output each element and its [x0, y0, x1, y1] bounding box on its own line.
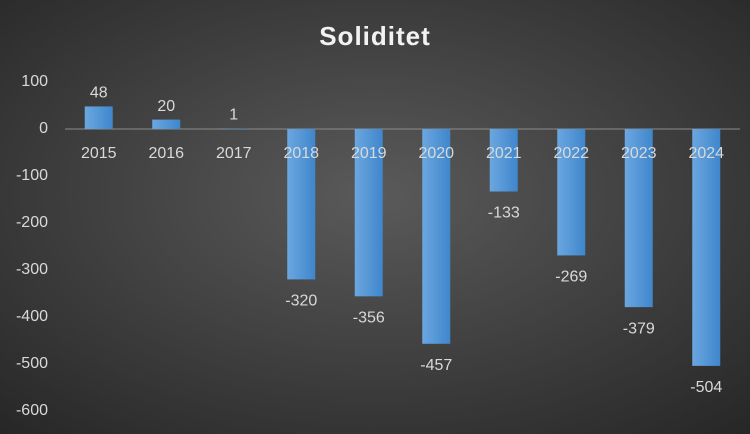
- chart-title: Soliditet: [319, 21, 431, 51]
- data-label: 20: [157, 98, 175, 115]
- x-tick-label: 2020: [418, 145, 454, 162]
- data-label: -320: [285, 293, 317, 310]
- y-tick-label: -200: [16, 214, 48, 231]
- y-tick-label: -300: [16, 261, 48, 278]
- bar: [422, 129, 451, 344]
- data-label: -269: [555, 269, 587, 286]
- bar: [489, 129, 518, 192]
- data-label: -379: [623, 320, 655, 337]
- y-tick-label: 0: [39, 120, 48, 137]
- data-label: -504: [690, 379, 722, 396]
- x-tick-label: 2016: [148, 145, 184, 162]
- data-label: 48: [90, 85, 108, 102]
- y-tick-label: -500: [16, 355, 48, 372]
- bar: [624, 129, 653, 308]
- y-tick-label: -100: [16, 167, 48, 184]
- data-label: -133: [488, 205, 520, 222]
- data-label: -356: [353, 310, 385, 327]
- bar: [84, 106, 113, 129]
- x-tick-label: 2015: [81, 145, 117, 162]
- x-tick-label: 2023: [621, 145, 657, 162]
- x-tick-label: 2019: [351, 145, 387, 162]
- data-label: 1: [229, 107, 238, 124]
- x-tick-label: 2024: [688, 145, 724, 162]
- x-tick-label: 2021: [486, 145, 522, 162]
- y-tick-label: -400: [16, 308, 48, 325]
- y-tick-label: 100: [21, 73, 48, 90]
- bar: [287, 129, 316, 280]
- x-tick-label: 2018: [283, 145, 319, 162]
- bar: [152, 119, 181, 129]
- bar: [354, 129, 383, 297]
- x-tick-label: 2017: [216, 145, 252, 162]
- bar: [692, 129, 721, 366]
- y-tick-label: -600: [16, 402, 48, 419]
- data-label: -457: [420, 357, 452, 374]
- x-tick-label: 2022: [553, 145, 589, 162]
- bar: [557, 129, 586, 256]
